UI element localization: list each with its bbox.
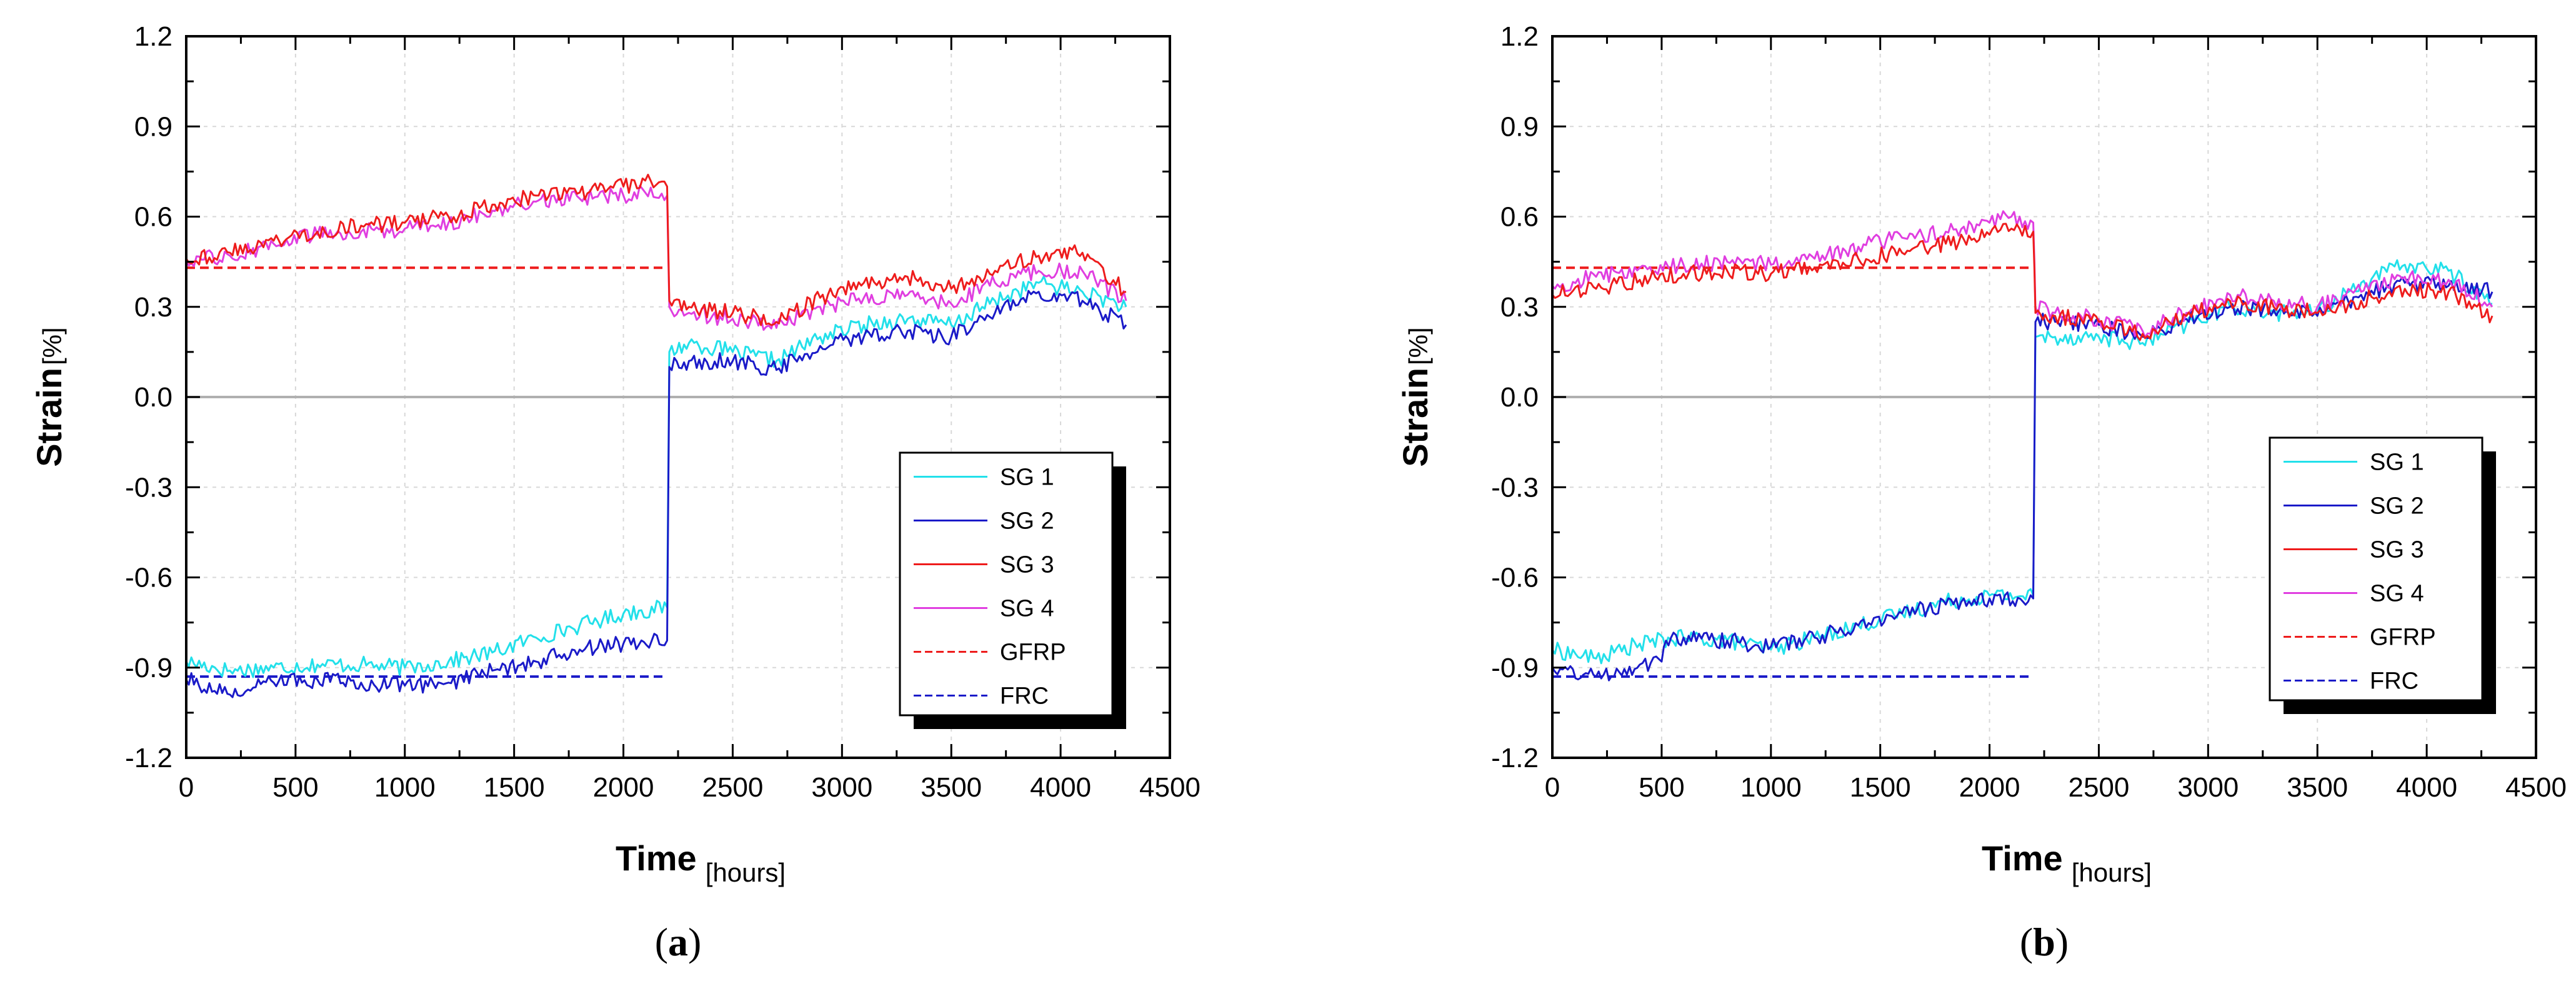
- panel-label-letter: a: [668, 920, 688, 964]
- y-axis-label: Strain: [1395, 368, 1435, 467]
- x-axis-title: Time [hours]: [616, 838, 786, 887]
- legend-label: FRC: [2370, 668, 2419, 695]
- panel-label-open: (: [2020, 920, 2033, 964]
- axis-ticks: [1551, 35, 2537, 759]
- legend-label: GFRP: [2370, 625, 2436, 651]
- series-line-sg-1: [185, 275, 1127, 678]
- y-axis-title: Strain[%]: [29, 327, 69, 466]
- panel-label: (b): [2020, 920, 2069, 964]
- x-axis-unit: [hours]: [706, 858, 786, 887]
- y-tick-label: 0.9: [134, 111, 172, 142]
- y-tick-label: -0.3: [1491, 472, 1539, 503]
- x-axis-title: Time [hours]: [1982, 838, 2152, 887]
- legend-label: SG 4: [2370, 581, 2424, 607]
- x-tick-label: 4500: [1139, 772, 1201, 803]
- x-axis-unit: [hours]: [2072, 858, 2152, 887]
- x-tick-label: 2500: [2068, 772, 2129, 803]
- legend-label: SG 1: [1000, 465, 1054, 491]
- y-axis-label: Strain: [29, 368, 69, 467]
- legend-box: [2269, 436, 2484, 702]
- x-tick-label: 1500: [1850, 772, 1911, 803]
- legend-label: SG 3: [1000, 552, 1054, 578]
- y-tick-label: -1.2: [125, 743, 172, 773]
- x-tick-label: 0: [1545, 772, 1560, 803]
- y-tick-label: -1.2: [1491, 743, 1539, 773]
- x-tick-label: 4500: [2505, 772, 2567, 803]
- x-tick-label: 500: [272, 772, 318, 803]
- chart-panel-b: 0 500 1000 1500 2000 2500 3000 3500 4000 4500 -1.2…: [1395, 21, 2567, 964]
- y-tick-label: -0.9: [125, 653, 172, 683]
- x-tick-label: 3500: [2287, 772, 2348, 803]
- panel-label-close: ): [2055, 920, 2069, 964]
- panel-label-close: ): [688, 920, 701, 964]
- x-tick-label: 1500: [484, 772, 545, 803]
- legend: SG 1 SG 2 SG 3 SG 4 GFRP FRC: [899, 451, 1126, 729]
- x-tick-label: 3000: [2177, 772, 2239, 803]
- legend-label: SG 3: [2370, 537, 2424, 563]
- panel-label-letter: b: [2033, 920, 2055, 964]
- legend-label: FRC: [1000, 683, 1049, 710]
- y-tick-label: 0.9: [1500, 111, 1539, 142]
- y-tick-label: -0.9: [1491, 653, 1539, 683]
- y-tick-label: 0.0: [1500, 382, 1539, 413]
- x-tick-label: 4000: [1030, 772, 1091, 803]
- x-tick-label: 2000: [1959, 772, 2020, 803]
- series-line-sg-4: [185, 184, 1127, 397]
- legend: SG 1 SG 2 SG 3 SG 4 GFRP FRC: [2269, 436, 2496, 714]
- y-tick-label: -0.3: [125, 472, 172, 503]
- legend-box: [899, 451, 1114, 717]
- series-line-sg-4: [1551, 210, 2494, 397]
- x-axis-label: Time: [1982, 838, 2063, 878]
- legend-label: SG 2: [1000, 508, 1054, 535]
- y-tick-label: 1.2: [1500, 21, 1539, 52]
- x-tick-label: 4000: [2396, 772, 2457, 803]
- y-tick-label: 0.6: [1500, 202, 1539, 233]
- legend-label: GFRP: [1000, 640, 1066, 666]
- x-tick-label: 3000: [811, 772, 872, 803]
- y-axis-unit: [%]: [1404, 327, 1433, 365]
- x-tick-label: 2000: [593, 772, 654, 803]
- y-axis-unit: [%]: [37, 327, 67, 365]
- y-tick-label: 0.3: [134, 292, 172, 323]
- legend-label: SG 2: [2370, 493, 2424, 520]
- x-axis-label: Time: [616, 838, 697, 878]
- legend-label: SG 1: [2370, 450, 2424, 476]
- panel-label: (a): [655, 920, 702, 964]
- chart-panel-a: 0 500 1000 1500 2000 2500 3000 3500 4000 4500 -1.2…: [29, 21, 1201, 964]
- x-tick-label: 3500: [921, 772, 982, 803]
- series-line-sg-3: [185, 173, 1127, 397]
- x-tick-label: 500: [1639, 772, 1684, 803]
- x-tick-label: 0: [179, 772, 194, 803]
- series-line-sg-2: [1551, 276, 2494, 682]
- x-tick-label: 1000: [1740, 772, 1802, 803]
- axis-ticks: [185, 35, 1171, 759]
- y-tick-label: 0.6: [134, 202, 172, 233]
- x-tick-label: 1000: [374, 772, 436, 803]
- y-tick-label: 0.3: [1500, 292, 1539, 323]
- x-tick-label: 2500: [702, 772, 763, 803]
- y-axis-title: Strain [%]: [1395, 327, 1435, 466]
- legend-label: SG 4: [1000, 596, 1054, 622]
- panel-label-open: (: [655, 920, 668, 964]
- y-tick-label: -0.6: [125, 563, 172, 593]
- series-line-sg-2: [185, 289, 1127, 698]
- series-line-sg-3: [1551, 223, 2494, 397]
- y-tick-label: 0.0: [134, 382, 172, 413]
- y-tick-label: -0.6: [1491, 563, 1539, 593]
- y-tick-label: 1.2: [134, 21, 172, 52]
